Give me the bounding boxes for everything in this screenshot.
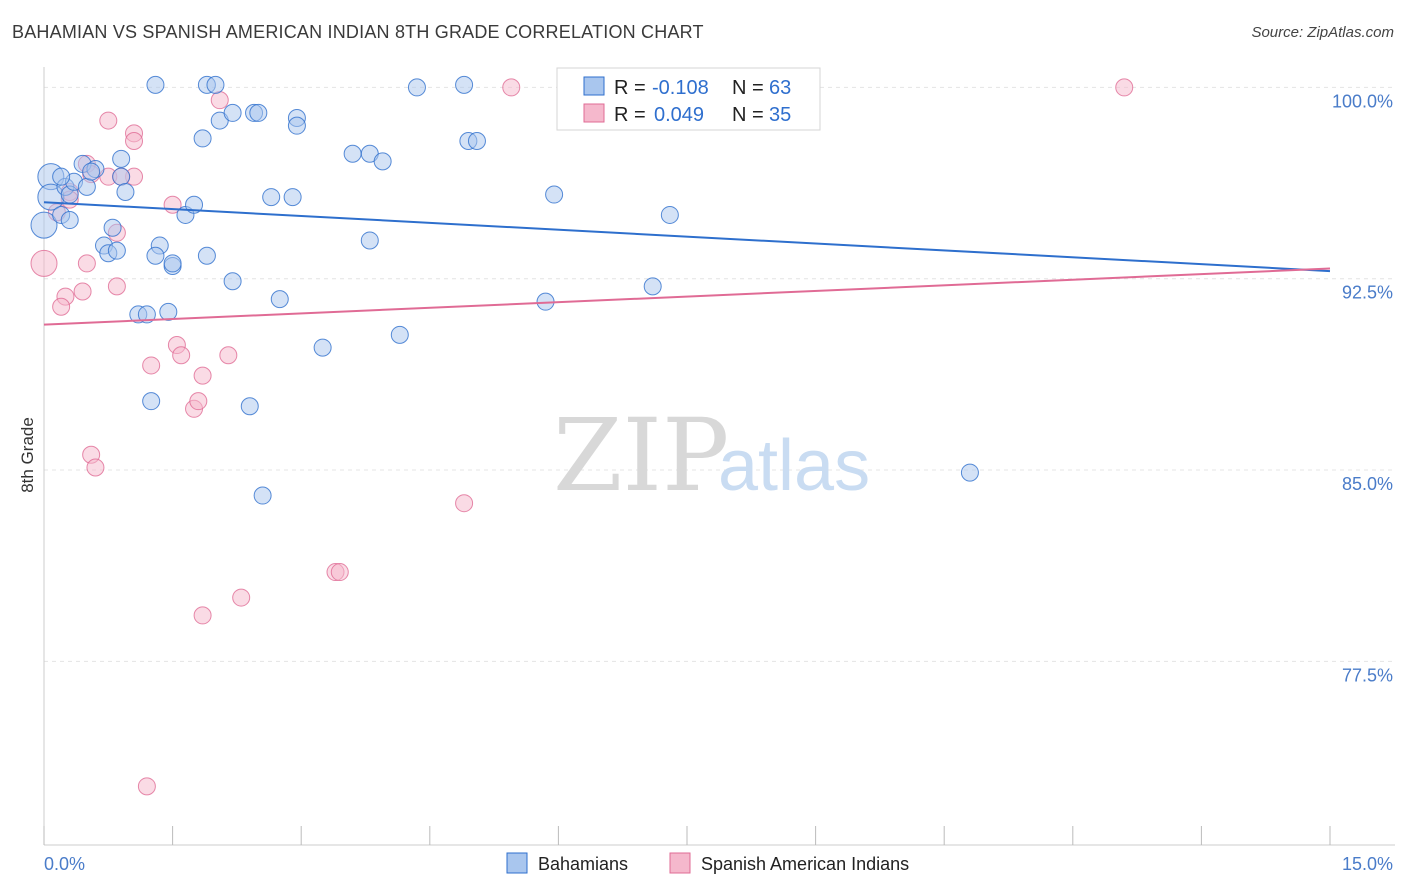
bahamians-point-21	[146, 246, 165, 265]
legend-r-label-2: R =	[614, 104, 646, 126]
bahamians-point-17	[107, 241, 126, 260]
bahamians-point-54	[313, 338, 332, 357]
bahamians-point-25	[185, 195, 204, 214]
spanish-american-indians-point-23	[193, 366, 212, 385]
chart-title: BAHAMIAN VS SPANISH AMERICAN INDIAN 8TH …	[12, 22, 704, 42]
spanish-american-indians-point-16	[73, 282, 92, 301]
bahamians-point-55	[390, 325, 409, 344]
bahamians-point-50	[270, 290, 289, 309]
spanish-american-indians-point-33	[330, 563, 349, 582]
bahamians-point-29	[206, 75, 225, 94]
bahamians-point-39	[343, 144, 362, 163]
bahamians-point-8	[60, 211, 79, 230]
legend-r-label-1: R =	[614, 77, 646, 99]
bahamians-point-10	[77, 177, 96, 196]
spanish-american-indians-point-35	[193, 606, 212, 625]
bahamians-point-53	[159, 302, 178, 321]
legend-r-value-1: -0.108	[652, 77, 709, 99]
spanish-american-indians-point-29	[502, 78, 521, 97]
gridlines	[44, 86, 1395, 662]
legend-swatch-bahamians	[583, 76, 605, 96]
watermark-atlas: atlas	[718, 426, 870, 506]
bahamians-point-36	[287, 116, 306, 135]
bottom-legend-label-bahamians: Bahamians	[538, 854, 628, 874]
bahamians-point-19	[116, 182, 135, 201]
legend-swatch-spanish-american-indians	[583, 103, 605, 123]
x-tick-label-0: 0.0%	[44, 854, 85, 874]
x-tick-labels: 0.0% 15.0%	[44, 854, 1393, 874]
bahamians-point-52	[137, 305, 156, 324]
spanish-american-indians-point-21	[172, 346, 191, 365]
bahamians-point-42	[407, 78, 426, 97]
bottom-legend-swatch-bahamians	[506, 852, 528, 874]
x-tick-label-1: 15.0%	[1342, 854, 1393, 874]
bahamians-point-47	[660, 205, 679, 224]
legend-n-label-2: N =	[732, 104, 764, 126]
bahamians-point-37	[262, 188, 281, 207]
bahamians-point-7	[52, 167, 71, 186]
bahamians-point-12	[82, 162, 101, 181]
spanish-american-indians-point-25	[189, 392, 208, 411]
spanish-american-indians-point-28	[210, 91, 229, 110]
trend-lines	[43, 201, 1331, 326]
bottom-legend-label-spanish-american-indians: Spanish American Indians	[701, 854, 909, 874]
bahamians-point-59	[240, 397, 259, 416]
spanish-american-indians-point-27	[86, 458, 105, 477]
y-tick-label-2: 85.0%	[1342, 474, 1393, 494]
spanish-american-indians-point-11	[125, 131, 144, 150]
trend-line-spanish-american-indians	[43, 267, 1331, 326]
source-label: Source: ZipAtlas.com	[1251, 24, 1394, 41]
bahamians-point-2	[30, 211, 58, 239]
bahamians-point-58	[142, 392, 161, 411]
legend-n-value-2: 35	[769, 104, 791, 126]
spanish-american-indians-point-19	[142, 356, 161, 375]
bahamians-point-14	[103, 218, 122, 237]
bahamians-point-60	[253, 486, 272, 505]
bahamians-point-38	[283, 188, 302, 207]
legend: R = -0.108 N = 63 R = 0.049 N = 35	[556, 67, 821, 131]
legend-n-value-1: 63	[769, 77, 791, 99]
series-bahamians	[30, 75, 979, 505]
bahamians-point-49	[223, 272, 242, 291]
watermark-zip: ZIP	[553, 397, 729, 514]
bahamians-point-34	[249, 103, 268, 122]
y-axis-title: 8th Grade	[18, 417, 37, 493]
bahamians-point-45	[467, 131, 486, 150]
bahamians-point-13	[112, 167, 131, 186]
spanish-american-indians-point-15	[107, 277, 126, 296]
spanish-american-indians-point-0	[30, 249, 58, 277]
y-tick-label-0: 100.0%	[1332, 91, 1393, 111]
trend-line-bahamians	[43, 201, 1331, 273]
bahamians-point-41	[373, 152, 392, 171]
spanish-american-indians-point-36	[137, 777, 156, 796]
bahamians-point-46	[545, 185, 564, 204]
bottom-legend: Bahamians Spanish American Indians	[506, 852, 909, 874]
spanish-american-indians-point-18	[52, 297, 71, 316]
bahamians-point-26	[197, 246, 216, 265]
spanish-american-indians-point-13	[77, 254, 96, 273]
bahamians-point-18	[112, 149, 131, 168]
y-tick-label-1: 92.5%	[1342, 283, 1393, 303]
watermark: ZIP atlas	[553, 397, 870, 514]
bahamians-point-32	[193, 129, 212, 148]
bahamians-point-43	[455, 75, 474, 94]
spanish-american-indians-point-9	[99, 111, 118, 130]
spanish-american-indians-point-30	[1115, 78, 1134, 97]
bottom-legend-swatch-spanish-american-indians	[669, 852, 691, 874]
bahamians-point-27	[146, 75, 165, 94]
bahamians-point-57	[643, 277, 662, 296]
bahamians-point-61	[960, 463, 979, 482]
bahamians-point-31	[223, 103, 242, 122]
spanish-american-indians-point-22	[219, 346, 238, 365]
spanish-american-indians-point-31	[455, 494, 474, 513]
bahamians-point-48	[360, 231, 379, 250]
spanish-american-indians-point-34	[232, 588, 251, 607]
legend-r-value-2: 0.049	[654, 104, 704, 126]
legend-n-label-1: N =	[732, 77, 764, 99]
bahamians-point-23	[163, 254, 182, 273]
y-tick-label-3: 77.5%	[1342, 665, 1393, 685]
y-tick-labels: 100.0% 92.5% 85.0% 77.5%	[1332, 91, 1393, 685]
